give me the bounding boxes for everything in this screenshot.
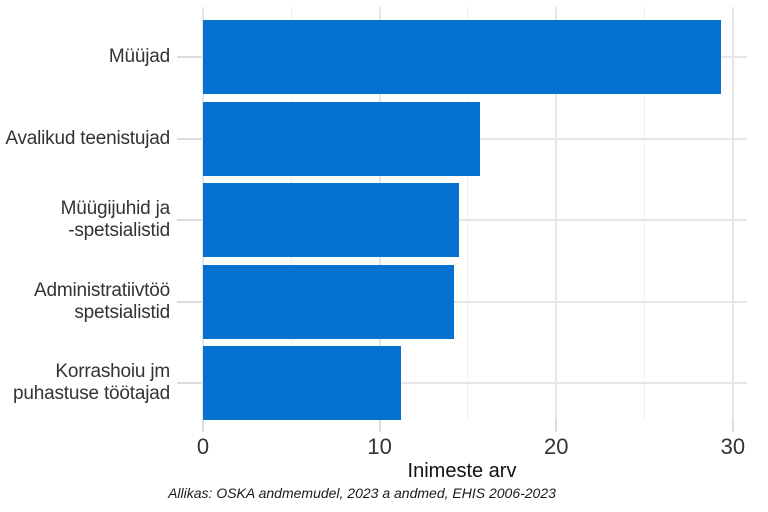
x-axis-tick-label: 20 bbox=[543, 434, 569, 459]
minor-gridline bbox=[644, 7, 646, 420]
y-axis-tick bbox=[177, 56, 202, 58]
minor-gridline bbox=[467, 7, 469, 420]
y-axis-tick bbox=[177, 382, 202, 384]
category-gridline bbox=[203, 300, 747, 303]
bar bbox=[203, 101, 481, 176]
major-gridline bbox=[731, 7, 734, 420]
y-axis-label-line: -spetsialistid bbox=[68, 220, 170, 241]
y-axis-label-line: Korrashoiu jm bbox=[55, 361, 170, 382]
y-axis-label-line: Müüjad bbox=[108, 46, 170, 67]
bar bbox=[203, 346, 401, 420]
x-axis-tick bbox=[555, 420, 558, 432]
x-axis-tick-label: 0 bbox=[196, 434, 210, 459]
y-axis-label-line: puhastuse töötajad bbox=[13, 383, 170, 404]
major-gridline bbox=[555, 7, 558, 420]
y-axis-label: Avalikud teenistujad bbox=[0, 128, 170, 150]
bar bbox=[203, 20, 721, 94]
y-axis-label-line: Avalikud teenistujad bbox=[5, 127, 170, 149]
y-axis-label-line: Administratiivtöö bbox=[34, 279, 170, 301]
y-axis-label: Administratiivtöö spetsialistid bbox=[0, 280, 170, 324]
x-axis-tick bbox=[202, 420, 204, 432]
plot-panel bbox=[202, 7, 747, 420]
bar bbox=[203, 183, 460, 257]
y-axis-tick bbox=[177, 219, 202, 221]
category-gridline bbox=[203, 219, 747, 221]
y-axis-label: Müüjad bbox=[0, 46, 170, 68]
y-axis-label-line: spetsialistid bbox=[74, 301, 170, 323]
category-gridline bbox=[203, 382, 747, 384]
y-axis-label: Korrashoiu jm puhastuse töötajad bbox=[0, 361, 170, 405]
y-axis-tick bbox=[177, 137, 202, 140]
y-axis-label-line: Müügijuhid ja bbox=[60, 198, 171, 219]
x-axis-tick bbox=[378, 420, 381, 432]
y-axis-tick bbox=[177, 300, 202, 303]
source-caption: Allikas: OSKA andmemudel, 2023 a andmed,… bbox=[168, 485, 556, 501]
x-axis-tick bbox=[731, 420, 734, 432]
x-axis-title: Inimeste arv bbox=[407, 460, 517, 482]
bar bbox=[203, 264, 454, 339]
x-axis-tick-label: 10 bbox=[367, 434, 392, 459]
x-axis-tick-label: 30 bbox=[720, 434, 746, 459]
y-axis-label: Müügijuhid ja -spetsialistid bbox=[0, 198, 171, 242]
